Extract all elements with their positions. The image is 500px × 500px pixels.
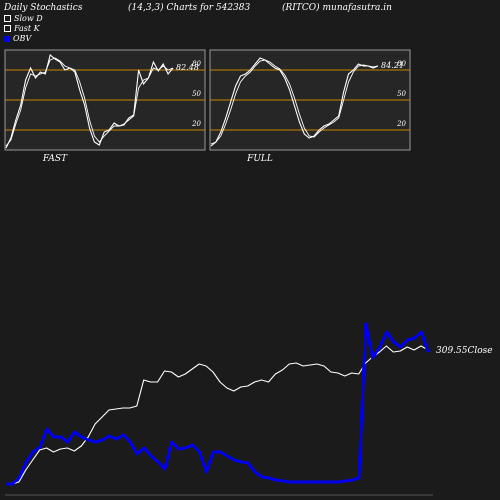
obv-series-line xyxy=(5,322,430,486)
full-series-line xyxy=(210,59,379,145)
chart-symbol: (RITCO) munafasutra.in xyxy=(282,3,392,13)
close-last-value: 309.55Close xyxy=(436,346,493,356)
fast-tick-label: 20 xyxy=(191,120,201,128)
full-last-value: 84.21 xyxy=(381,61,404,70)
full-tick-label: 50 xyxy=(397,90,406,98)
fast-series-line xyxy=(5,57,174,147)
legend-label: OBV xyxy=(13,34,32,43)
legend-obv: OBV xyxy=(4,34,31,43)
close-series-line xyxy=(5,345,429,485)
fast-title: FAST xyxy=(42,154,68,164)
full-series-line xyxy=(210,57,379,147)
chart-params: (14,3,3) Charts for 542383 xyxy=(128,3,251,13)
legend-swatch xyxy=(4,25,11,32)
legend-swatch xyxy=(4,15,11,22)
full-tick-label: 80 xyxy=(397,60,406,68)
legend-slow-d: Slow D xyxy=(4,14,43,23)
full-title: FULL xyxy=(246,154,273,164)
full-tick-label: 20 xyxy=(396,120,406,128)
legend-label: Fast K xyxy=(14,24,40,33)
fast-series-line xyxy=(5,54,174,149)
legend-label: Slow D xyxy=(14,14,43,23)
legend-swatch xyxy=(4,35,10,42)
chart-title: Daily Stochastics xyxy=(4,3,83,13)
fast-tick-label: 80 xyxy=(192,60,201,68)
fast-tick-label: 50 xyxy=(192,90,201,98)
legend-fast-k: Fast K xyxy=(4,24,40,33)
fast-last-value: 82.48 xyxy=(176,63,199,72)
